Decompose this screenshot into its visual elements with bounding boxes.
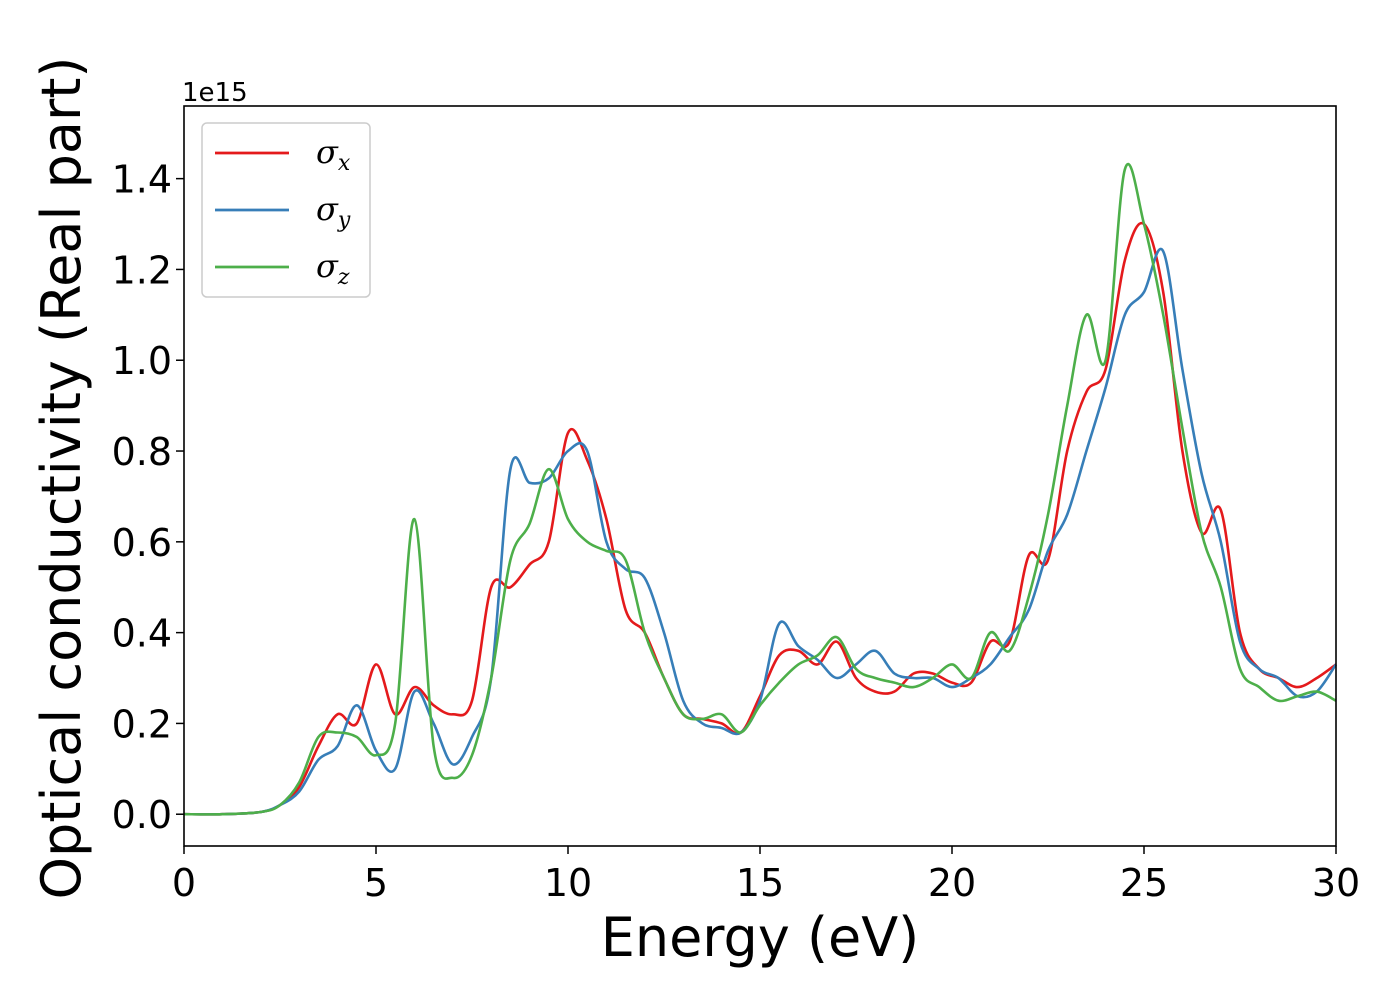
- y-tick-label: 0.8: [112, 430, 172, 474]
- y-tick-label: 1.2: [112, 248, 172, 292]
- x-axis-label: Energy (eV): [601, 906, 920, 969]
- y-tick-label: 1.4: [112, 158, 172, 202]
- x-tick-label: 15: [736, 861, 784, 905]
- plot-lines: [183, 162, 1338, 816]
- y-axis-label: Optical conductivity (Real part): [30, 57, 93, 900]
- y-offset-text: 1e15: [182, 78, 248, 108]
- series-line-z: [183, 162, 1337, 816]
- y-tick-label: 1.0: [112, 339, 172, 383]
- y-tick-label: 0.6: [112, 521, 172, 565]
- y-tick-label: 0.4: [112, 612, 172, 656]
- x-tick-label: 30: [1312, 861, 1360, 905]
- y-axis: 0.0 0.2 0.4 0.6 0.8 1.0 1.2 1.4: [112, 158, 184, 837]
- x-tick-label: 20: [928, 861, 976, 905]
- y-tick-label: 0.0: [112, 793, 172, 837]
- y-tick-label: 0.2: [112, 702, 172, 746]
- x-tick-label: 10: [544, 861, 592, 905]
- x-axis: 0 5 10 15 20 25 30: [172, 846, 1360, 905]
- series-line-x: [183, 221, 1337, 816]
- x-tick-label: 5: [364, 861, 388, 905]
- x-tick-label: 0: [172, 861, 196, 905]
- x-tick-label: 25: [1120, 861, 1168, 905]
- series-line-y: [183, 247, 1338, 816]
